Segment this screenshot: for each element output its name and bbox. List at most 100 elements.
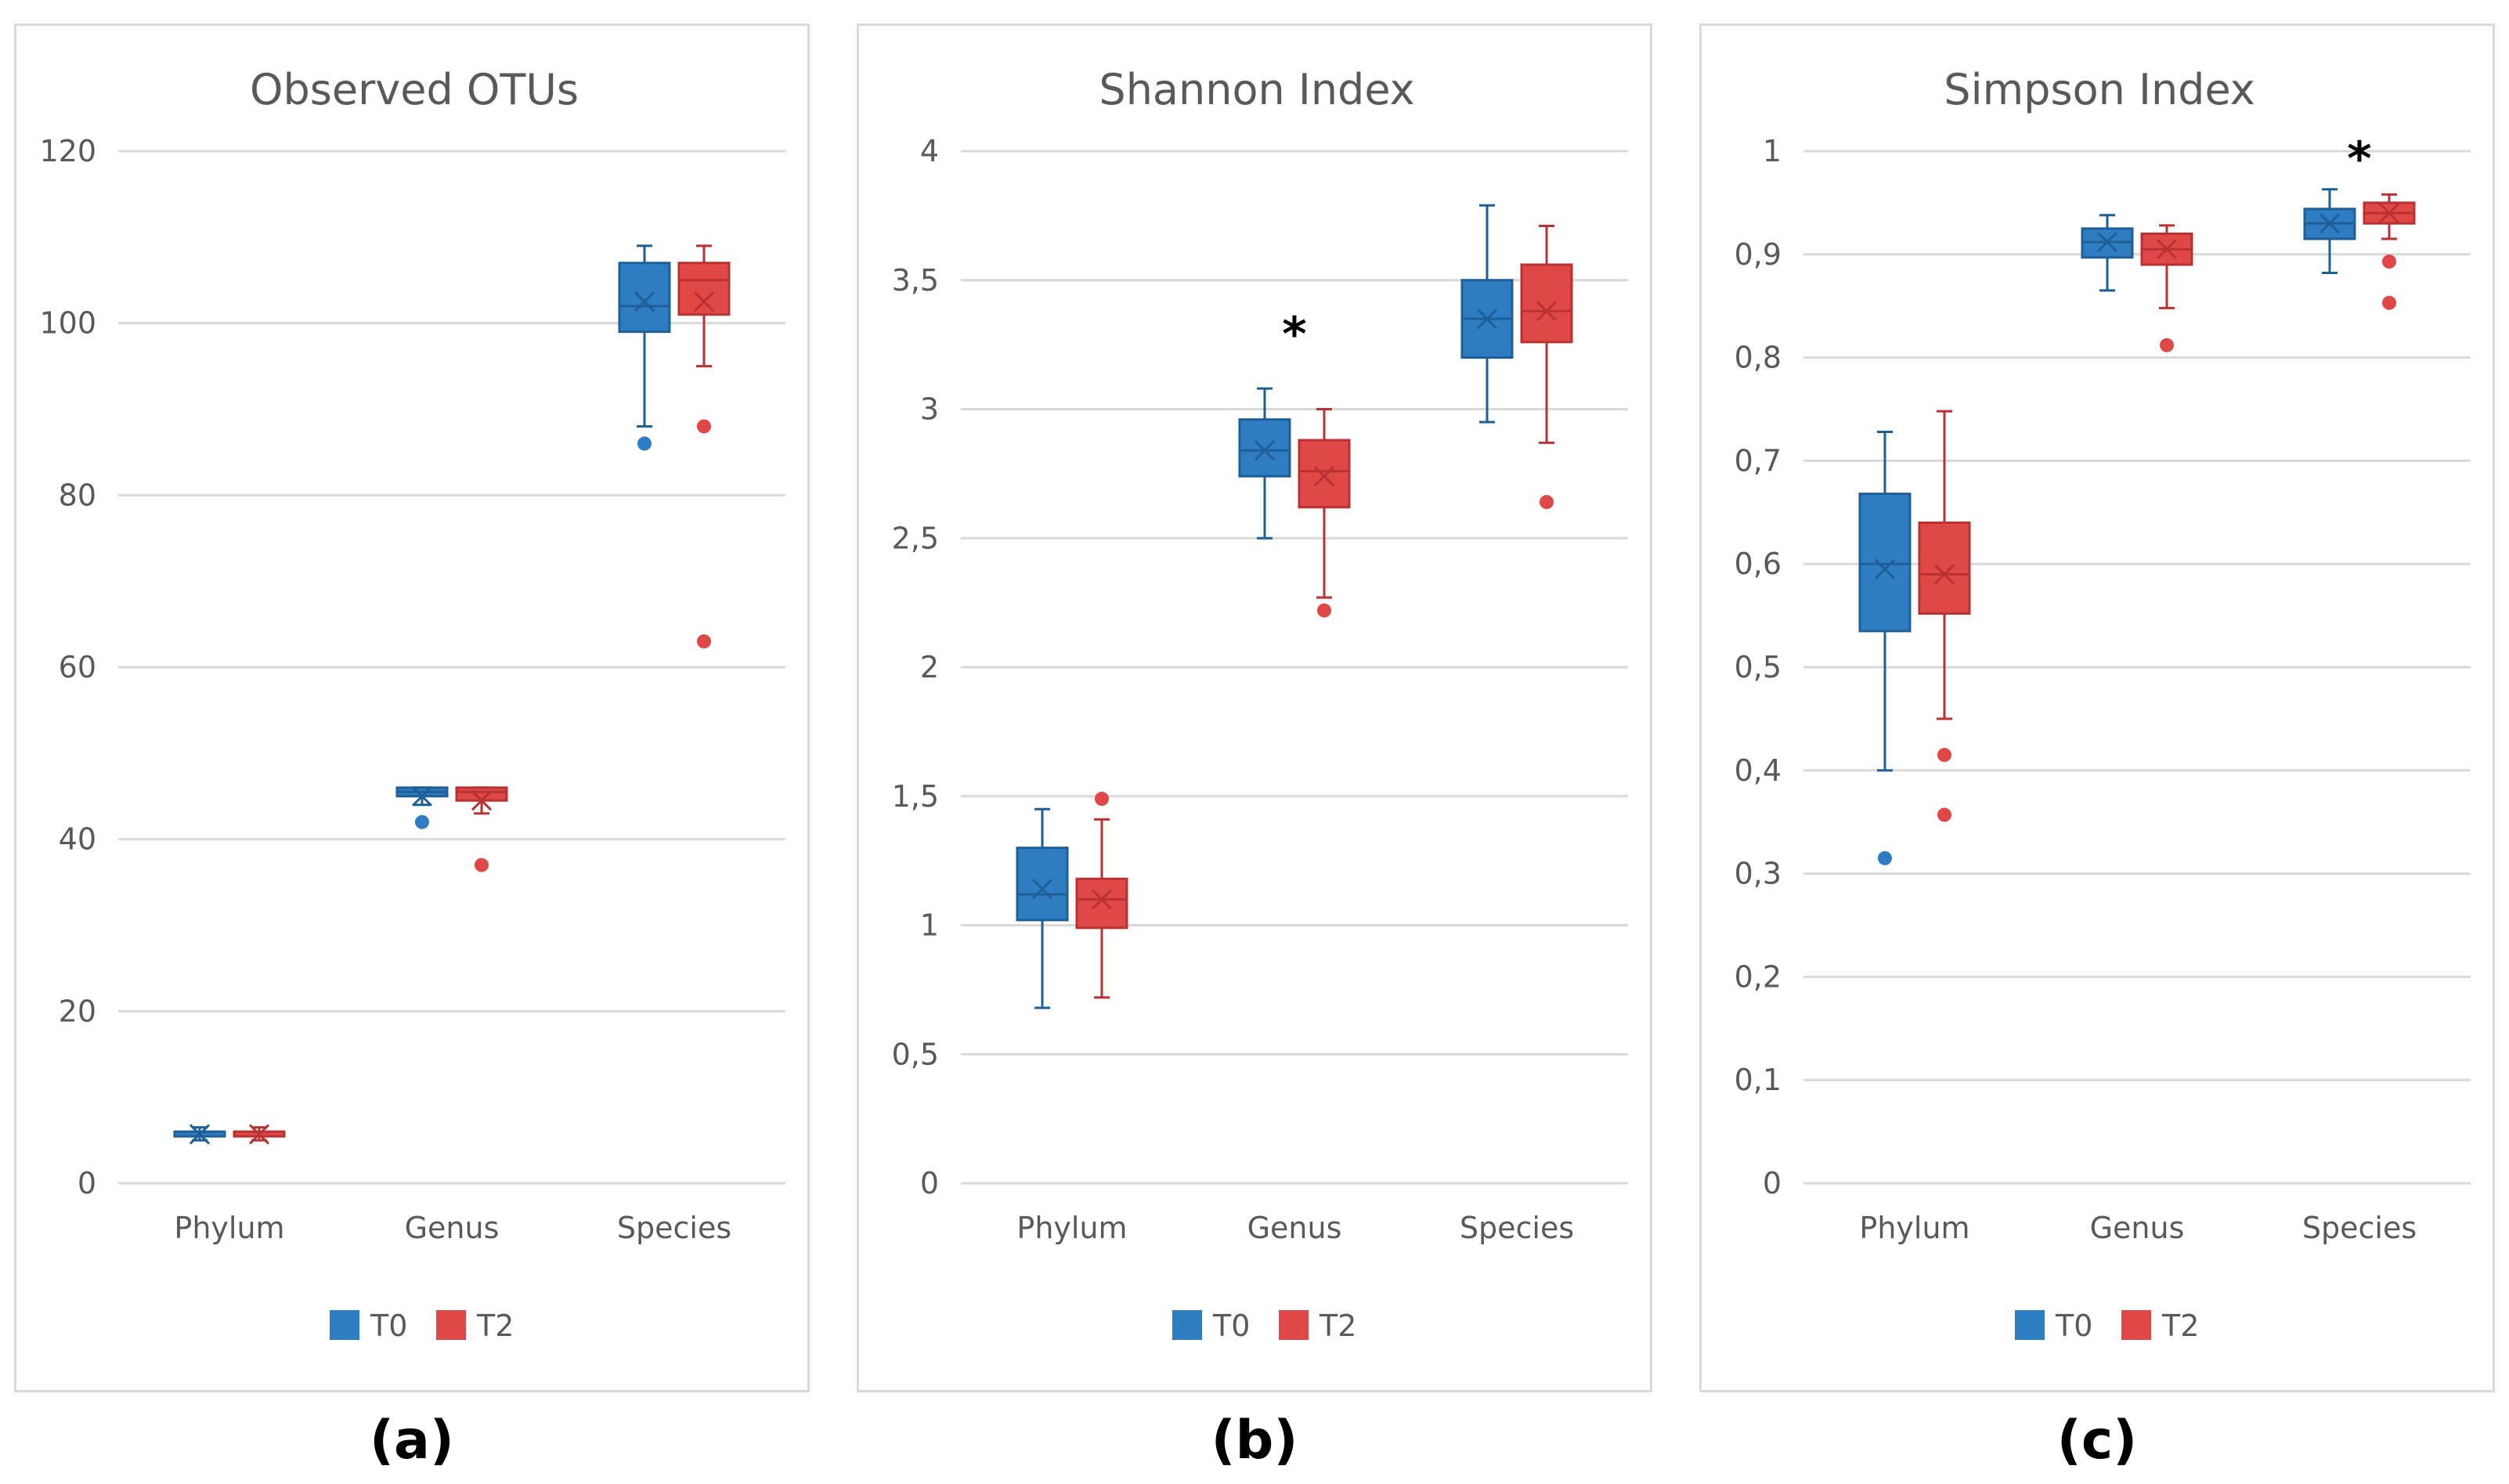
outlier-point bbox=[1095, 792, 1109, 807]
y-tick-label: 0 bbox=[1763, 1166, 1782, 1201]
chart-title: Simpson Index bbox=[1944, 65, 2254, 114]
outlier-point bbox=[2382, 255, 2396, 269]
box-T0-Phylum bbox=[1858, 430, 1912, 865]
y-tick-label: 0,3 bbox=[1735, 857, 1782, 891]
box-T2-Genus bbox=[455, 786, 508, 872]
mean-marker bbox=[248, 1124, 270, 1145]
chart-observed-otus: Observed OTUs 0 20 40 60 80 100 120 Phylum Genus S… bbox=[39, 65, 785, 1343]
mean-marker bbox=[189, 1124, 211, 1145]
panel-observed-otus: Observed OTUs 0 20 40 60 80 100 120 Phylum Genus S… bbox=[14, 23, 810, 1392]
mean-marker bbox=[1536, 301, 1558, 322]
mean-marker bbox=[471, 790, 493, 811]
box-iqr bbox=[455, 786, 508, 802]
panel-label-b: (b) bbox=[1211, 1410, 1298, 1471]
box-iqr bbox=[1298, 439, 1351, 509]
mean-marker bbox=[411, 785, 433, 807]
y-tick-label: 0,7 bbox=[1735, 443, 1782, 478]
panel-simpson-index: Simpson Index 0 0,1 0,2 0,3 0,4 0,5 0,6 0,7 0,8 0,… bbox=[1699, 23, 2495, 1392]
legend-swatch-t2 bbox=[1279, 1310, 1309, 1340]
y-tick-label: 0,6 bbox=[1735, 547, 1782, 581]
y-tick-label: 0,5 bbox=[892, 1037, 939, 1071]
y-tick-label: 2 bbox=[920, 650, 939, 684]
legend: T0 T2 bbox=[330, 1309, 514, 1343]
box-T2-Species bbox=[677, 244, 731, 649]
box-iqr bbox=[618, 262, 671, 334]
legend-label-t0: T0 bbox=[1212, 1309, 1250, 1343]
legend-label-t0: T0 bbox=[370, 1309, 407, 1343]
legend-swatch-t2 bbox=[436, 1310, 466, 1340]
mean-marker bbox=[1874, 558, 1896, 580]
y-tick-label: 0 bbox=[920, 1166, 939, 1201]
legend-label-t2: T2 bbox=[2161, 1309, 2199, 1343]
mean-marker bbox=[1313, 466, 1335, 487]
box-T0-Phylum bbox=[173, 1124, 226, 1145]
significance-asterisk: * bbox=[1282, 307, 1306, 362]
y-tick-label: 120 bbox=[39, 134, 96, 168]
outlier-point bbox=[475, 858, 489, 872]
box-T2-Genus bbox=[1298, 408, 1351, 618]
box-T2-Phylum bbox=[1918, 410, 1971, 822]
mean-marker bbox=[2096, 231, 2118, 253]
mean-marker bbox=[634, 291, 655, 312]
box-T0-Genus bbox=[1238, 387, 1291, 540]
panel-label-a: (a) bbox=[369, 1410, 455, 1471]
y-tick-label: 0 bbox=[78, 1166, 96, 1201]
y-tick-label: 100 bbox=[39, 306, 96, 341]
mean-marker bbox=[1254, 440, 1276, 461]
y-tick-label: 0,4 bbox=[1735, 753, 1782, 788]
mean-marker bbox=[2319, 213, 2341, 234]
legend-swatch-t0 bbox=[2015, 1310, 2045, 1340]
x-tick-label: Genus bbox=[1247, 1211, 1342, 1245]
box-T0-Phylum bbox=[1016, 807, 1069, 1009]
box-T0-Species bbox=[618, 244, 671, 451]
y-tick-label: 40 bbox=[59, 822, 96, 857]
legend: T0 T2 bbox=[1172, 1309, 1356, 1343]
mean-marker bbox=[1933, 564, 1955, 585]
y-tick-label: 0,9 bbox=[1735, 237, 1782, 272]
outlier-point bbox=[1540, 495, 1554, 510]
x-tick-label: Phylum bbox=[1016, 1211, 1127, 1245]
box-T0-Species bbox=[2303, 188, 2356, 275]
x-tick-label: Genus bbox=[405, 1211, 500, 1245]
x-tick-label: Species bbox=[617, 1211, 731, 1245]
y-tick-label: 0,8 bbox=[1735, 341, 1782, 375]
y-tick-label: 0,5 bbox=[1735, 650, 1782, 684]
outlier-point bbox=[697, 634, 711, 649]
outlier-point bbox=[697, 419, 711, 434]
significance-asterisk: * bbox=[2347, 132, 2371, 186]
outlier-point bbox=[1878, 850, 1892, 865]
outlier-point bbox=[2160, 338, 2174, 352]
mean-marker bbox=[2156, 239, 2178, 260]
y-tick-label: 2,5 bbox=[892, 521, 939, 555]
x-tick-label: Phylum bbox=[174, 1211, 284, 1245]
chart-shannon-index: Shannon Index 0 0,5 1 1,5 2 2,5 3 3,5 4 Phylum Genu… bbox=[892, 65, 1628, 1343]
legend-swatch-t0 bbox=[330, 1310, 359, 1340]
outlier-point bbox=[415, 814, 429, 829]
box-iqr bbox=[677, 262, 731, 316]
y-tick-label: 0,2 bbox=[1735, 959, 1782, 994]
y-tick-label: 0,1 bbox=[1735, 1063, 1782, 1097]
mean-marker bbox=[1476, 309, 1498, 330]
box-iqr bbox=[1520, 263, 1573, 344]
box-iqr bbox=[1075, 877, 1128, 930]
box-iqr bbox=[1858, 493, 1912, 633]
y-tick-label: 3 bbox=[920, 392, 939, 427]
box-T2-Phylum bbox=[1075, 792, 1128, 999]
box-T2-Genus bbox=[2140, 224, 2193, 352]
legend-swatch-t2 bbox=[2121, 1310, 2151, 1340]
legend-swatch-t0 bbox=[1172, 1310, 1202, 1340]
x-tick-label: Genus bbox=[2090, 1211, 2185, 1245]
outlier-point bbox=[637, 436, 652, 451]
box-T0-Species bbox=[1460, 204, 1514, 424]
legend-label-t0: T0 bbox=[2055, 1309, 2092, 1343]
outlier-point bbox=[1937, 748, 1951, 763]
box-T0-Genus bbox=[395, 785, 449, 829]
y-tick-label: 4 bbox=[920, 134, 939, 168]
panel-label-c: (c) bbox=[2056, 1410, 2138, 1471]
y-tick-label: 20 bbox=[59, 994, 96, 1028]
legend-label-t2: T2 bbox=[476, 1309, 514, 1343]
panel-shannon-index: Shannon Index 0 0,5 1 1,5 2 2,5 3 3,5 4 Phylum Genu… bbox=[857, 23, 1652, 1392]
mean-marker bbox=[2378, 203, 2400, 224]
chart-simpson-index: Simpson Index 0 0,1 0,2 0,3 0,4 0,5 0,6 0,7 0,8 0,… bbox=[1735, 65, 2471, 1343]
box-T0-Genus bbox=[2081, 214, 2134, 292]
